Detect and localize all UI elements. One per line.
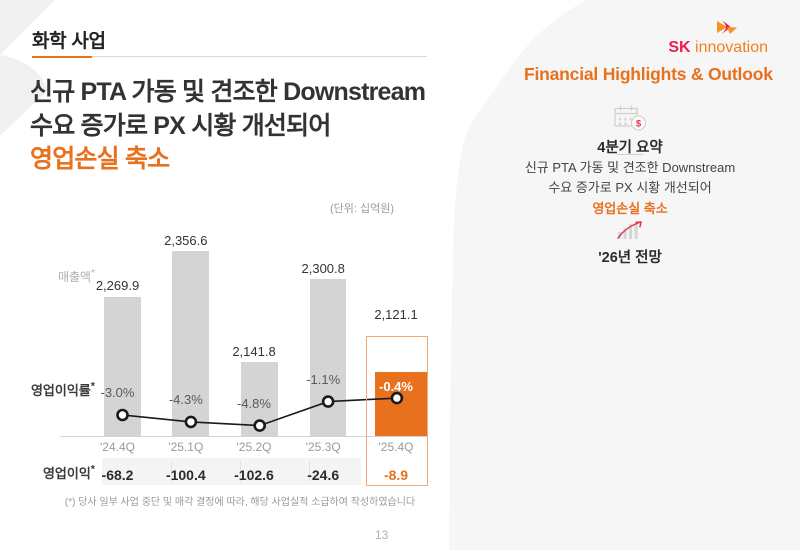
svg-text:$: $ (636, 118, 642, 129)
